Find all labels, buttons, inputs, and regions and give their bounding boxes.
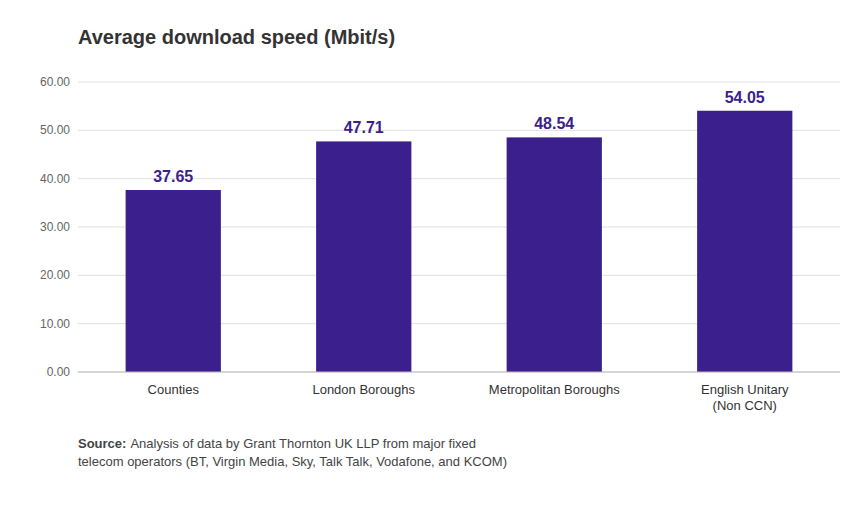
grid [78,82,840,372]
y-tick-label: 20.00 [40,268,70,282]
bar [507,137,602,372]
bar [316,141,411,372]
bars [126,111,793,372]
grid-line [78,82,840,83]
y-tick-label: 0.00 [47,365,71,379]
title: Average download speed (Mbit/s) [78,26,395,48]
x-tick-label: Metropolitan Boroughs [489,382,620,397]
x-tick-label: London Boroughs [312,382,415,397]
bar [697,111,792,372]
y-tick-label: 50.00 [40,123,70,137]
y-tick-label: 10.00 [40,317,70,331]
y-tick-label: 60.00 [40,75,70,89]
data-labels: 37.65 47.71 48.54 54.05 [153,89,765,185]
x-tick-label: English Unitary(Non CCN) [701,382,789,413]
grid-line [78,372,840,373]
data-label: 47.71 [344,119,384,136]
x-tick-label: Counties [148,382,200,397]
x-axis [78,372,840,373]
bar [126,190,221,372]
y-tick-label: 30.00 [40,220,70,234]
source: Analysis of data by Grant Thornton UK LL… [78,436,507,469]
data-label: 54.05 [725,89,765,106]
y-tick-label: 40.00 [40,172,70,186]
source-label: Source: [78,436,126,451]
data-label: 37.65 [153,168,193,185]
data-label: 48.54 [534,115,574,132]
chart: Average download speed (Mbit/s) 0.00 10.00… [0,0,867,518]
